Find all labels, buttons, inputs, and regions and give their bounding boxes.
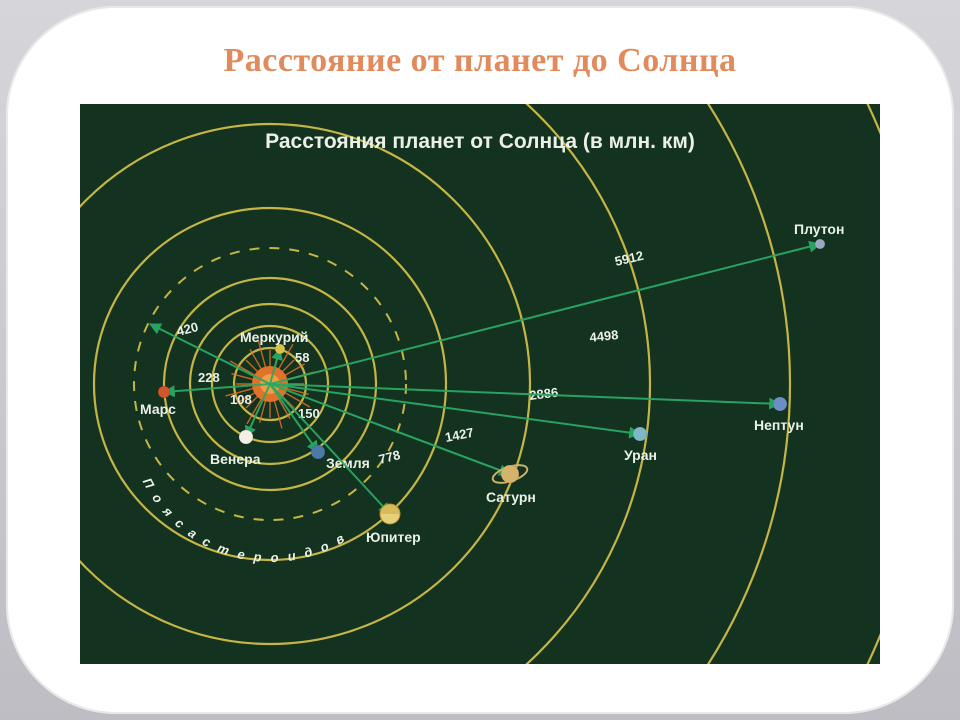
distance-label: 58 bbox=[295, 350, 309, 365]
planet-label: Юпитер bbox=[366, 529, 421, 545]
planet-label: Уран bbox=[624, 447, 657, 463]
planet-label: Плутон bbox=[794, 221, 844, 237]
distance-label: 228 bbox=[198, 370, 220, 385]
planet-label: Меркурий bbox=[240, 329, 308, 345]
distance-label: 108 bbox=[230, 392, 252, 407]
planet-label: Сатурн bbox=[486, 489, 536, 505]
planet-label: Марс bbox=[140, 401, 176, 417]
distance-label: 4498 bbox=[589, 327, 619, 345]
solar-diagram: П о я с а с т е р о и д о вМеркурий58Вен… bbox=[80, 104, 880, 664]
slide-frame: Расстояние от планет до Солнца П о я с а… bbox=[0, 0, 960, 720]
slide-title: Расстояние от планет до Солнца bbox=[0, 42, 960, 80]
planet-label: Нептун bbox=[754, 417, 804, 433]
planet-label: Венера bbox=[210, 451, 261, 467]
chart-title: Расстояния планет от Солнца (в млн. км) bbox=[265, 130, 695, 153]
